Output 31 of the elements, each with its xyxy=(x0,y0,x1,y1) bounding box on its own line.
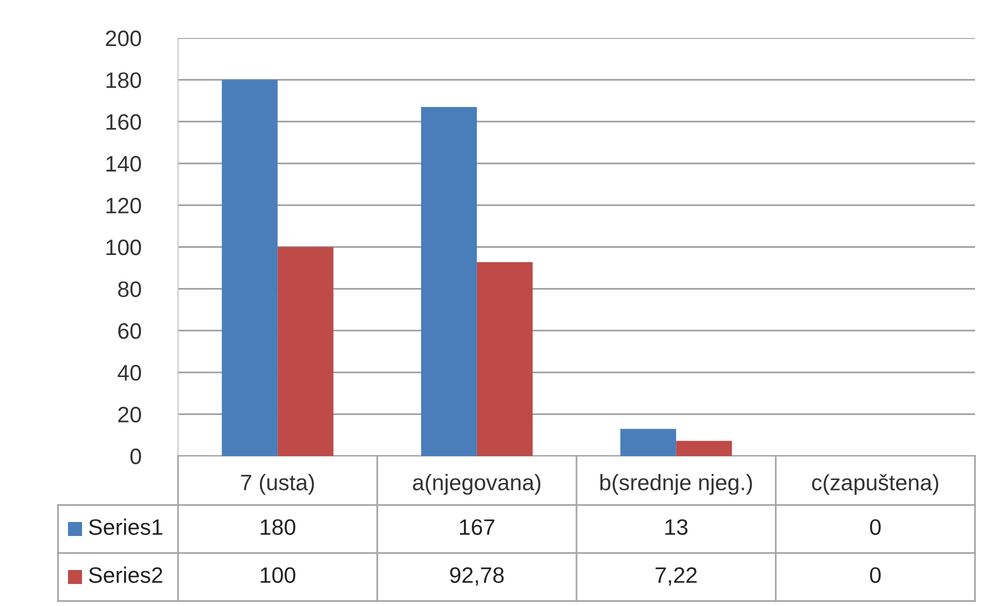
data-label: 0 xyxy=(870,519,881,535)
x-tick-label: b(srednje njeg.) xyxy=(600,474,752,495)
y-tick-label: 40 xyxy=(118,364,142,381)
bar xyxy=(278,247,334,456)
legend-label: Series2 xyxy=(89,566,162,583)
bar xyxy=(620,428,676,456)
y-tick-label: 100 xyxy=(106,240,142,256)
y-tick-label: 160 xyxy=(106,114,142,130)
y-tick-label: 120 xyxy=(106,198,142,214)
y-tick-label: 180 xyxy=(106,72,142,88)
x-tick-label: a(njegovana) xyxy=(412,474,540,495)
y-tick-label: 200 xyxy=(106,30,142,46)
bar xyxy=(676,440,732,456)
data-label: 180 xyxy=(260,519,296,535)
data-label: 0 xyxy=(870,567,881,583)
y-tick-label: 20 xyxy=(118,406,142,422)
data-label: 7,22 xyxy=(656,567,697,586)
data-label: 13 xyxy=(665,519,688,535)
bar xyxy=(476,262,533,456)
y-tick-label: 80 xyxy=(118,281,142,298)
x-tick-label: 7 (usta) xyxy=(241,474,314,495)
y-tick-label: 60 xyxy=(118,323,142,339)
y-tick-label: 0 xyxy=(130,448,142,464)
legend-label: Series1 xyxy=(89,518,162,535)
y-tick-label: 140 xyxy=(106,156,142,172)
data-label: 92,78 xyxy=(450,567,504,586)
bar xyxy=(222,80,278,456)
bar xyxy=(421,106,477,456)
x-tick-label: c(zapuštena) xyxy=(812,474,938,495)
data-label: 167 xyxy=(460,519,494,535)
data-label: 100 xyxy=(260,567,296,583)
